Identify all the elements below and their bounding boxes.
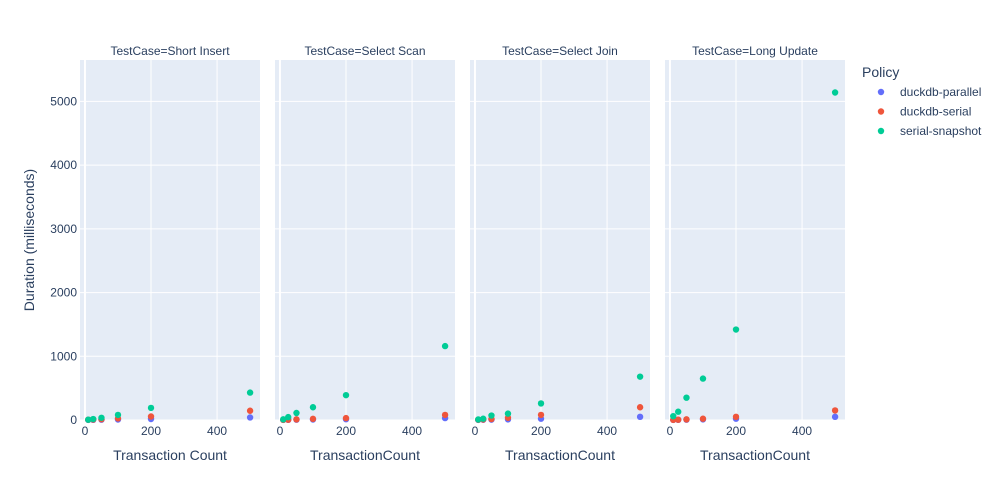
x-axis-title-select-scan: TransactionCount xyxy=(310,447,420,463)
x-tick-label: 200 xyxy=(336,424,356,438)
point-serial-snapshot xyxy=(280,416,287,423)
point-serial-snapshot xyxy=(699,375,707,382)
point-serial-snapshot xyxy=(480,415,487,422)
point-serial-snapshot xyxy=(504,410,512,417)
legend-label-serial-snapshot: serial-snapshot xyxy=(900,124,982,138)
plot-area-select-join xyxy=(470,60,650,420)
x-tick-label: 200 xyxy=(726,424,746,438)
x-axis-title-select-join: TransactionCount xyxy=(505,447,615,463)
point-duckdb-serial xyxy=(683,416,690,423)
point-serial-snapshot xyxy=(114,411,122,419)
point-serial-snapshot xyxy=(475,416,482,423)
plot-area-long-update xyxy=(665,60,845,420)
point-serial-snapshot xyxy=(90,415,97,423)
y-axis-title: Duration (milliseconds) xyxy=(21,169,37,311)
point-duckdb-serial xyxy=(699,415,707,422)
y-tick-label: 4000 xyxy=(50,158,77,172)
point-duckdb-serial xyxy=(732,413,740,421)
x-axis-title-short-insert: Transaction Count xyxy=(113,447,227,463)
legend-marker-serial-snapshot xyxy=(877,127,885,135)
legend-marker-duckdb-parallel xyxy=(877,88,885,96)
point-serial-snapshot xyxy=(675,408,682,415)
point-duckdb-serial xyxy=(675,416,682,423)
point-duckdb-serial xyxy=(293,416,300,423)
point-duckdb-serial xyxy=(147,413,155,420)
x-tick-label: 400 xyxy=(597,424,617,438)
point-duckdb-serial xyxy=(309,415,317,423)
x-tick-label: 0 xyxy=(667,424,674,438)
x-tick-label: 400 xyxy=(207,424,227,438)
point-serial-snapshot xyxy=(147,404,155,412)
legend-label-duckdb-parallel: duckdb-parallel xyxy=(900,85,981,99)
point-serial-snapshot xyxy=(636,373,644,380)
x-tick-label: 400 xyxy=(402,424,422,438)
point-serial-snapshot xyxy=(246,389,254,396)
point-serial-snapshot xyxy=(342,391,350,399)
plot-area-short-insert xyxy=(80,60,260,420)
x-tick-label: 200 xyxy=(141,424,161,438)
facet-title-long-update: TestCase=Long Update xyxy=(692,44,818,58)
x-axis-title-long-update: TransactionCount xyxy=(700,447,810,463)
x-tick-label: 0 xyxy=(277,424,284,438)
point-duckdb-serial xyxy=(831,407,839,414)
point-duckdb-parallel xyxy=(636,413,644,421)
point-serial-snapshot xyxy=(732,326,740,333)
legend-label-duckdb-serial: duckdb-serial xyxy=(900,105,971,119)
x-tick-label: 0 xyxy=(82,424,89,438)
point-duckdb-serial xyxy=(246,407,254,414)
point-serial-snapshot xyxy=(285,413,292,421)
point-serial-snapshot xyxy=(98,414,105,421)
x-tick-label: 0 xyxy=(472,424,479,438)
legend-title: Policy xyxy=(862,64,899,80)
point-duckdb-serial xyxy=(636,404,644,411)
y-tick-label: 3000 xyxy=(50,222,77,236)
y-tick-label: 5000 xyxy=(50,94,77,108)
x-tick-label: 400 xyxy=(792,424,812,438)
x-tick-label: 200 xyxy=(531,424,551,438)
point-serial-snapshot xyxy=(488,412,495,419)
point-serial-snapshot xyxy=(309,404,317,411)
point-duckdb-serial xyxy=(441,411,449,419)
point-serial-snapshot xyxy=(441,342,449,350)
point-serial-snapshot xyxy=(683,394,690,401)
facet-title-select-scan: TestCase=Select Scan xyxy=(304,44,425,58)
point-serial-snapshot xyxy=(537,400,545,407)
point-serial-snapshot xyxy=(670,412,677,420)
point-serial-snapshot xyxy=(85,416,92,423)
y-tick-label: 2000 xyxy=(50,286,77,300)
point-duckdb-serial xyxy=(342,414,350,422)
point-serial-snapshot xyxy=(831,89,839,96)
point-duckdb-parallel xyxy=(246,414,254,421)
y-tick-label: 0 xyxy=(70,413,77,427)
point-duckdb-parallel xyxy=(831,413,839,421)
facet-title-short-insert: TestCase=Short Insert xyxy=(110,44,230,58)
legend-marker-duckdb-serial xyxy=(877,108,885,115)
facet-title-select-join: TestCase=Select Join xyxy=(502,44,618,58)
point-serial-snapshot xyxy=(293,409,300,417)
y-tick-label: 1000 xyxy=(50,349,77,363)
point-duckdb-serial xyxy=(537,411,545,419)
plot-area-select-scan xyxy=(275,60,455,420)
